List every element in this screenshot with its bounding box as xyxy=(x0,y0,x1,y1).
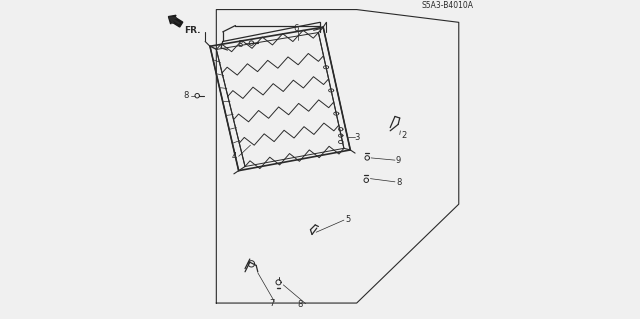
Text: FR.: FR. xyxy=(184,26,201,35)
Text: 5: 5 xyxy=(346,215,351,224)
Text: 3: 3 xyxy=(355,133,360,142)
Text: S5A3-B4010A: S5A3-B4010A xyxy=(421,1,473,10)
Text: 8: 8 xyxy=(183,91,189,100)
Text: 8: 8 xyxy=(297,300,303,309)
Text: 8: 8 xyxy=(237,40,243,49)
Text: 8: 8 xyxy=(396,178,401,187)
Text: 9: 9 xyxy=(396,156,401,165)
Text: 7: 7 xyxy=(269,299,275,308)
Text: 4: 4 xyxy=(231,152,236,161)
FancyArrow shape xyxy=(168,15,183,27)
Text: 6: 6 xyxy=(293,24,299,33)
Text: 2: 2 xyxy=(401,131,406,140)
